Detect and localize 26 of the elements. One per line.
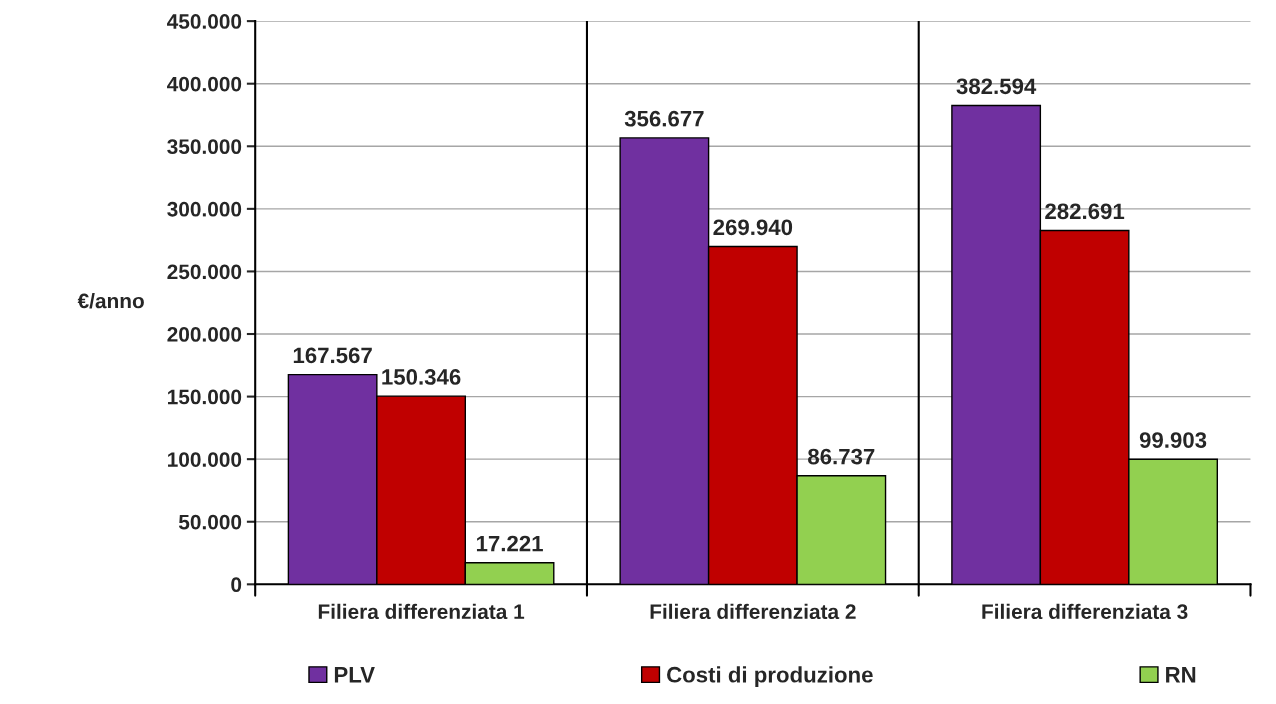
y-tick-label: 50.000	[178, 514, 242, 530]
data-label: 167.567	[293, 347, 372, 364]
data-label: 382.594	[956, 78, 1037, 95]
data-label: 282.691	[1045, 203, 1125, 220]
legend-label: PLV	[334, 667, 375, 683]
y-tick-label: 150.000	[168, 389, 242, 405]
data-label: 356.677	[624, 110, 704, 127]
y-tick-label: 300.000	[167, 201, 242, 217]
y-tick-label: 100.000	[168, 452, 242, 467]
x-tick-label: Filiera differenziata 3	[982, 603, 1188, 620]
y-axis-title: €/anno	[77, 293, 144, 309]
x-tick-label: Filiera differenziata 1	[318, 603, 525, 620]
data-label: 17.221	[476, 535, 543, 552]
y-tick-label: 350.000	[167, 139, 242, 155]
data-label: 269.940	[713, 219, 793, 236]
y-tick-label: 200.000	[167, 327, 242, 342]
data-label: 99.903	[1139, 432, 1207, 448]
data-label: 150.346	[382, 369, 461, 385]
y-tick-label: 0	[231, 577, 242, 593]
legend-label: Costi di produzione	[667, 666, 873, 687]
x-tick-label: Filiera differenziata 2	[650, 603, 856, 620]
legend-label: RN	[1166, 667, 1196, 683]
y-tick-label: 400.000	[167, 76, 242, 92]
y-tick-label: 250.000	[167, 264, 242, 280]
data-label: 86.737	[808, 448, 875, 465]
y-tick-label: 450.000	[167, 14, 242, 29]
